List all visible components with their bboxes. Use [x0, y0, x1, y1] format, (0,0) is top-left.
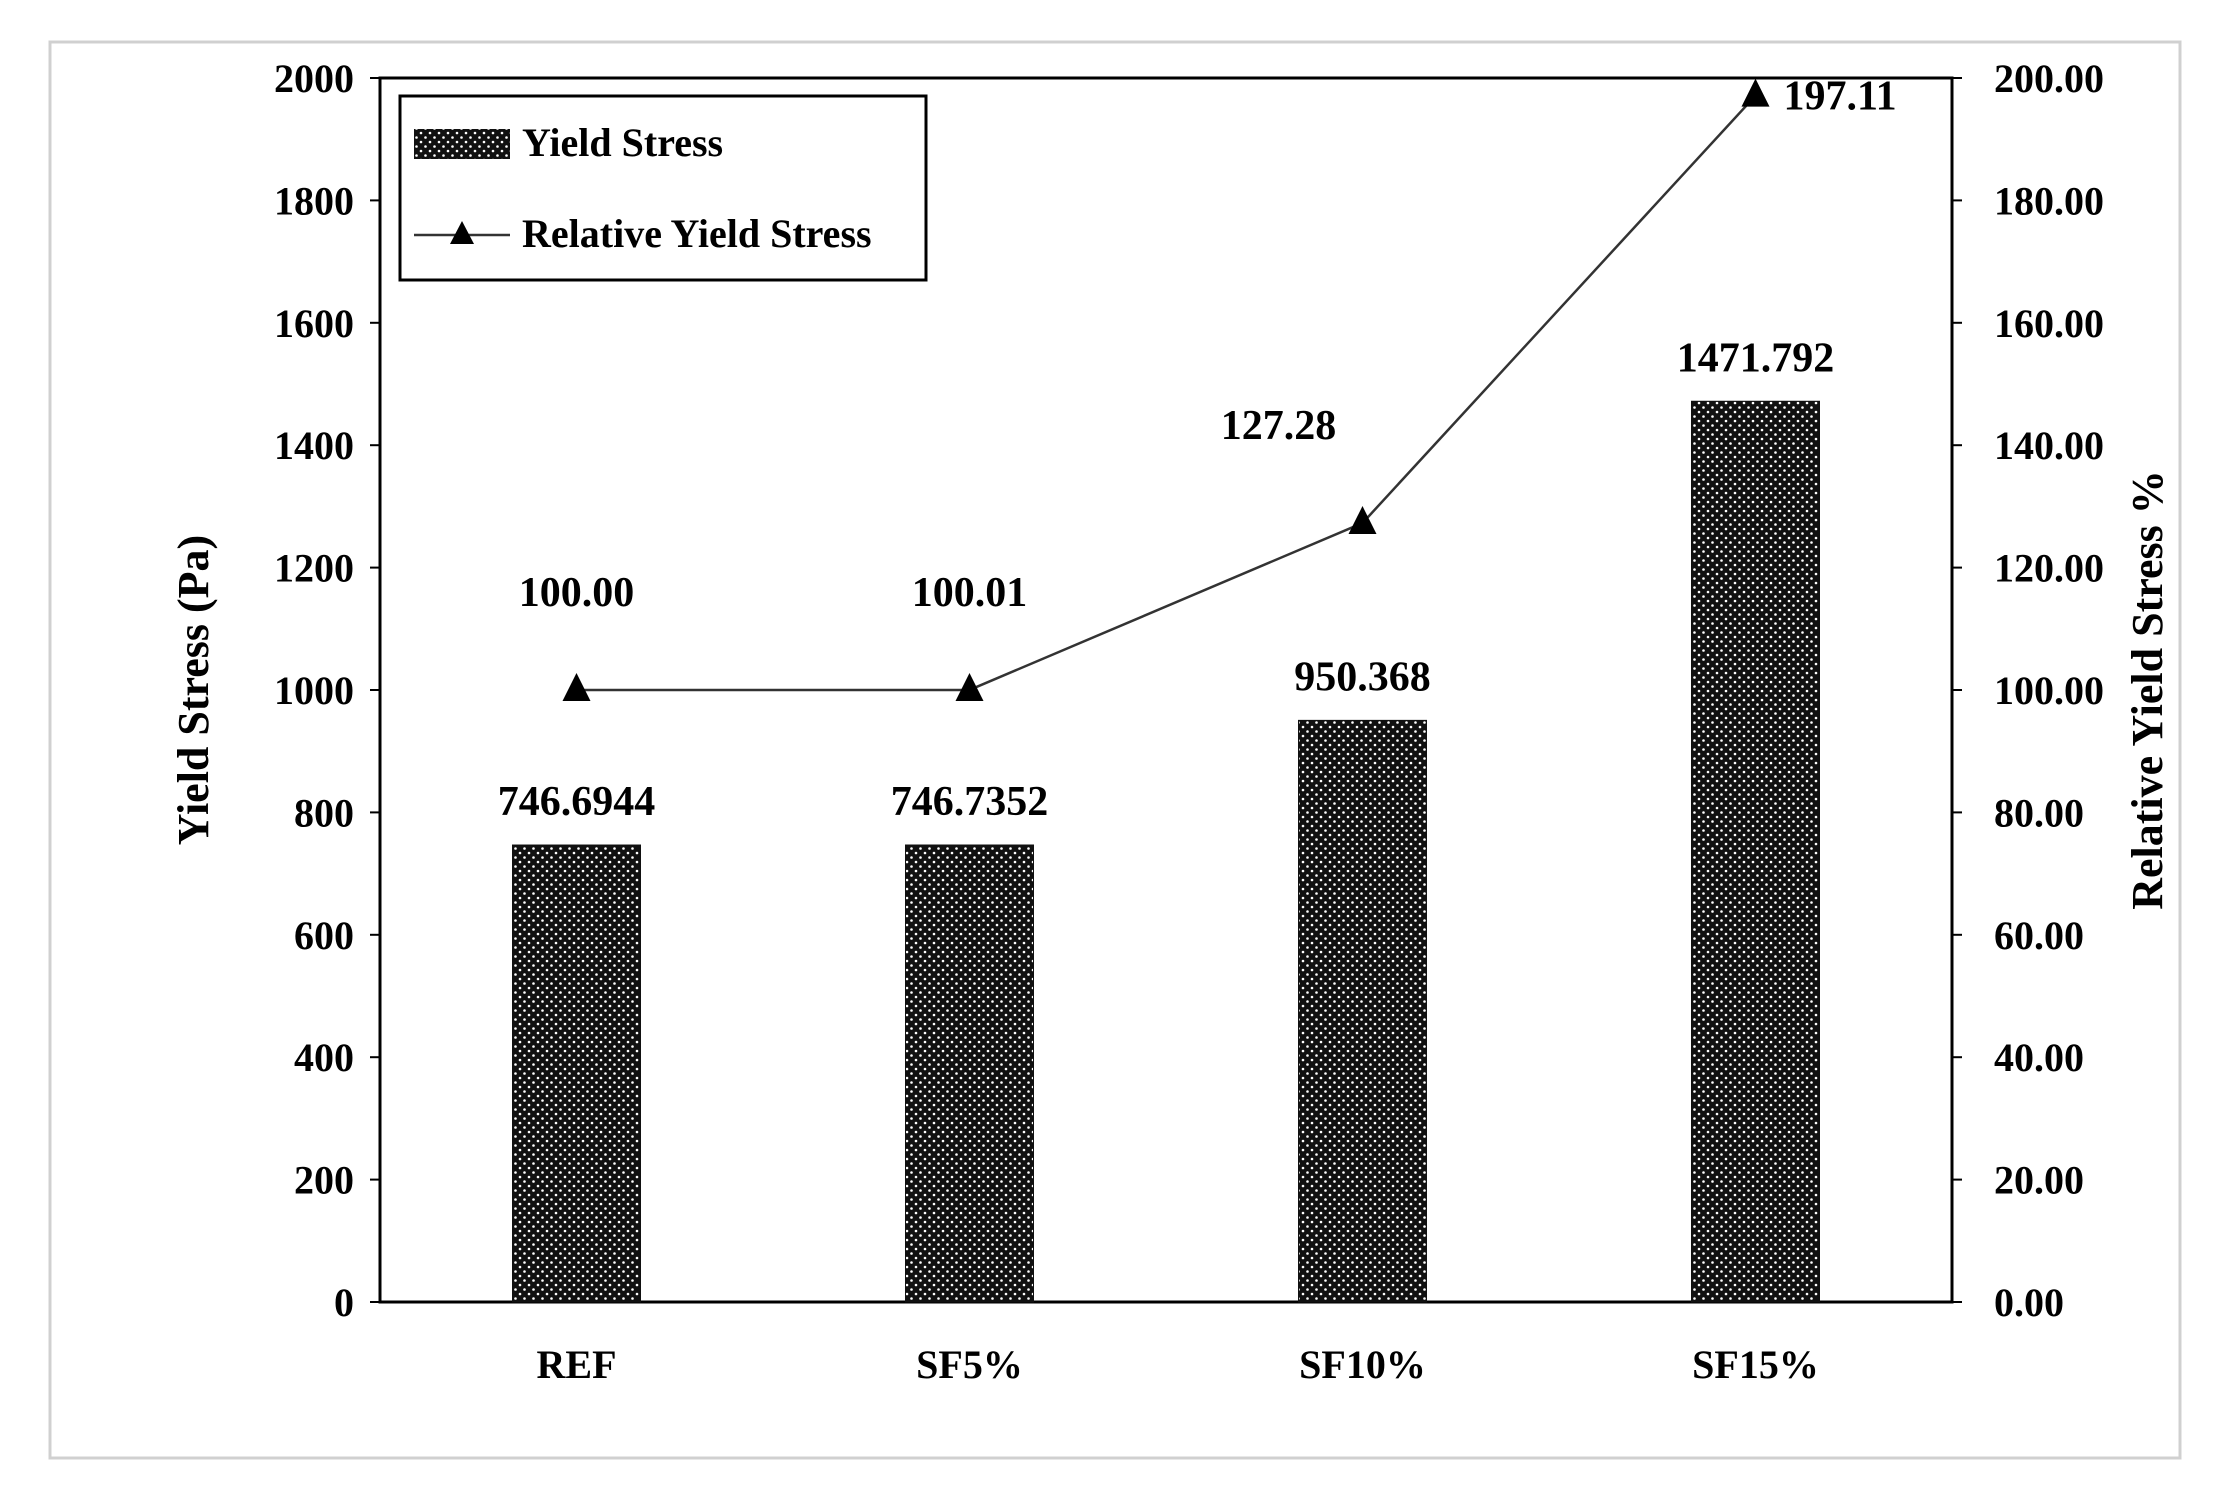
bar [512, 844, 641, 1303]
right-y-tick-label: 160.00 [1994, 301, 2104, 346]
relative-yield-stress-line [576, 94, 1757, 692]
legend-label-relative-yield-stress: Relative Yield Stress [522, 211, 872, 256]
bar-data-label: 746.7352 [891, 779, 1049, 825]
x-tick-label: SF15% [1692, 1342, 1819, 1387]
legend-bar-swatch [414, 129, 510, 159]
x-tick-label: SF10% [1299, 1342, 1426, 1387]
left-y-tick-label: 400 [294, 1035, 354, 1080]
x-axis: REF SF5% SF10% SF15% [537, 1342, 1819, 1387]
bar [1691, 400, 1820, 1303]
legend-box [398, 94, 928, 282]
right-y-tick-label: 100.00 [1994, 668, 2104, 713]
triangle-marker [1348, 506, 1377, 535]
line-series-relative-yield-stress [562, 78, 1770, 701]
left-y-axis: 0 200 400 600 800 1000 1200 1400 1600 1800 2000 [274, 56, 380, 1325]
left-y-tick-label: 1200 [274, 546, 354, 591]
bar [905, 844, 1034, 1303]
left-y-tick-label: 2000 [274, 56, 354, 101]
left-y-tick-label: 1600 [274, 301, 354, 346]
left-y-tick-label: 800 [294, 790, 354, 835]
x-tick-label: SF5% [916, 1342, 1023, 1387]
right-y-tick-label: 60.00 [1994, 913, 2084, 958]
line-data-label: 197.11 [1784, 74, 1897, 120]
left-y-tick-label: 0 [334, 1280, 354, 1325]
right-y-tick-label: 200.00 [1994, 56, 2104, 101]
bar-data-label: 950.368 [1294, 654, 1431, 700]
right-axis-title: Relative Yield Stress % [2123, 470, 2172, 910]
right-y-tick-label: 140.00 [1994, 423, 2104, 468]
left-y-tick-label: 1000 [274, 668, 354, 713]
bar-data-label: 746.6944 [498, 779, 656, 825]
bar-series-yield-stress [512, 400, 1820, 1303]
right-y-tick-label: 180.00 [1994, 178, 2104, 223]
line-data-label: 100.00 [519, 570, 635, 616]
left-y-tick-label: 1400 [274, 423, 354, 468]
right-y-tick-label: 120.00 [1994, 546, 2104, 591]
triangle-marker [955, 672, 984, 701]
right-y-tick-label: 0.00 [1994, 1280, 2064, 1325]
right-y-tick-label: 40.00 [1994, 1035, 2084, 1080]
bar-data-labels: 746.6944 746.7352 950.368 1471.792 [498, 335, 1835, 825]
right-y-axis: 0.00 20.00 40.00 60.00 80.00 100.00 120.00 140.… [1952, 56, 2104, 1325]
x-tick-label: REF [537, 1342, 617, 1387]
line-data-labels: 100.00 100.01 127.28 197.11 [519, 74, 1897, 616]
left-y-tick-label: 600 [294, 913, 354, 958]
left-axis-title: Yield Stress (Pa) [169, 535, 218, 845]
triangle-marker [562, 673, 591, 701]
bar-data-label: 1471.792 [1677, 335, 1835, 381]
left-y-tick-label: 200 [294, 1158, 354, 1203]
triangle-marker [1741, 78, 1770, 107]
legend-label-yield-stress: Yield Stress [522, 120, 723, 165]
line-data-label: 127.28 [1221, 403, 1337, 449]
line-data-label: 100.01 [912, 570, 1028, 616]
right-y-tick-label: 20.00 [1994, 1158, 2084, 1203]
legend: Yield Stress Relative Yield Stress [398, 94, 928, 282]
bar [1298, 719, 1427, 1303]
right-y-tick-label: 80.00 [1994, 790, 2084, 835]
legend-triangle-marker [450, 221, 474, 244]
left-y-tick-label: 1800 [274, 178, 354, 223]
